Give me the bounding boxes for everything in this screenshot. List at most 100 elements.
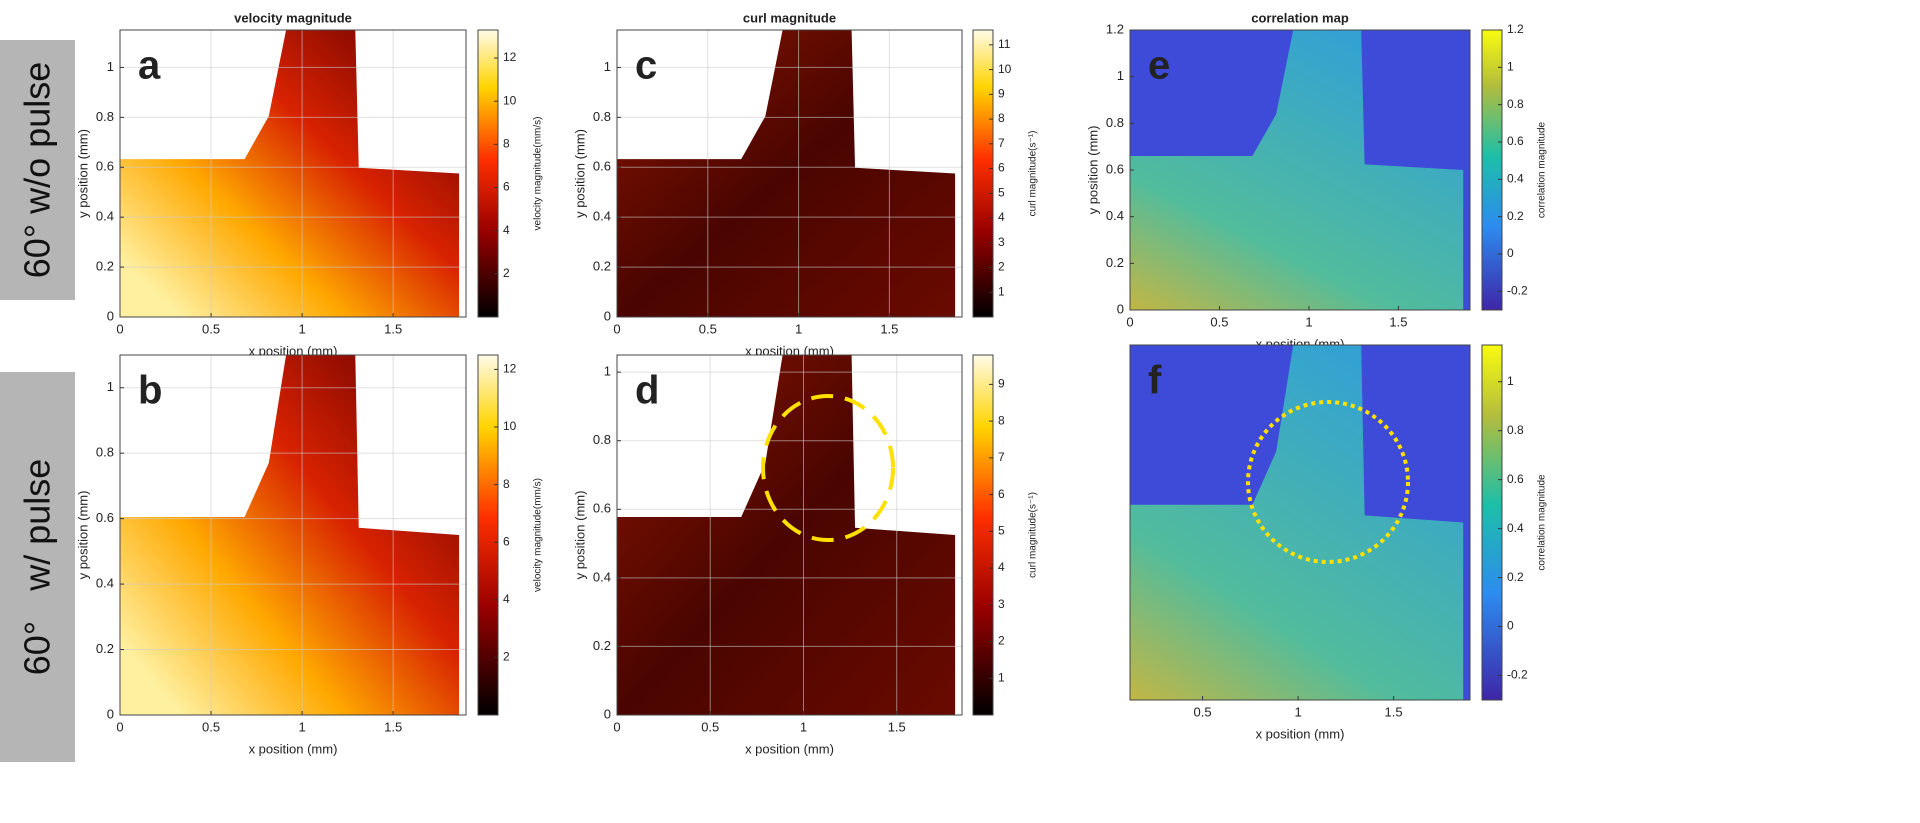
x-tick-label: 1 xyxy=(800,719,807,734)
y-tick-label: 0.6 xyxy=(96,159,114,174)
chart-title: velocity magnitude xyxy=(234,10,352,25)
colorbar-tick-label: 5 xyxy=(998,185,1005,199)
colorbar xyxy=(1481,344,1503,701)
colorbar-label: velocity magnitude(mm/s) xyxy=(533,478,544,592)
colorbar-tick-label: 6 xyxy=(998,487,1005,501)
colorbar xyxy=(477,354,499,716)
colorbar-tick-label: 10 xyxy=(503,93,517,107)
x-tick-label: 1.5 xyxy=(880,321,898,336)
panel-label: b xyxy=(138,369,162,413)
colorbar-tick-label: 2 xyxy=(998,260,1005,274)
y-axis-label: y position (mm) xyxy=(75,491,90,580)
y-tick-label: 0.6 xyxy=(593,159,611,174)
y-tick-label: 0.4 xyxy=(593,209,611,224)
y-tick-label: 1 xyxy=(604,59,611,74)
y-tick-label: 0.4 xyxy=(1106,208,1124,223)
y-tick-label: 1 xyxy=(107,59,114,74)
colorbar-tick-label: 0 xyxy=(1507,619,1514,633)
y-tick-label: 0.8 xyxy=(1106,115,1124,130)
field-region xyxy=(617,30,956,317)
colorbar-tick-label: 1.2 xyxy=(1507,22,1524,36)
chart-title: correlation map xyxy=(1251,10,1349,25)
colorbar-label: velocity magnitude(mm/s) xyxy=(533,117,544,231)
colorbar-tick-label: 6 xyxy=(503,534,510,548)
plot-frame xyxy=(119,354,467,716)
colorbar-label: correlation magnitude xyxy=(1537,121,1548,218)
plot-frame xyxy=(1129,29,1471,311)
highlight-circle xyxy=(761,394,895,542)
x-tick-label: 0.5 xyxy=(699,321,717,336)
y-tick-label: 0.2 xyxy=(96,641,114,656)
colorbar xyxy=(477,29,499,318)
field-region xyxy=(1130,345,1464,700)
colorbar xyxy=(972,354,994,716)
colorbar-tick-label: 4 xyxy=(503,223,510,237)
colorbar-tick-label: 1 xyxy=(998,670,1005,684)
row-label-group: 60° w/o pulse 60° w/ pulse xyxy=(0,40,75,762)
colorbar-tick-label: 7 xyxy=(998,136,1005,150)
panel-label: c xyxy=(635,44,657,88)
colorbar-tick-label: 2 xyxy=(503,266,510,280)
colorbar-tick-label: 9 xyxy=(998,377,1005,391)
x-tick-label: 1 xyxy=(298,321,305,336)
colorbar-tick-label: 7 xyxy=(998,450,1005,464)
highlight-circle xyxy=(1246,400,1410,564)
x-axis-label: x position (mm) xyxy=(745,741,834,756)
y-tick-label: 0.4 xyxy=(96,576,114,591)
y-axis-label: y position (mm) xyxy=(75,129,90,218)
y-tick-label: 1 xyxy=(107,379,114,394)
panel-label: f xyxy=(1148,359,1162,403)
colorbar-tick-label: 1 xyxy=(1507,60,1514,74)
colorbar-tick-label: 0.8 xyxy=(1507,423,1524,437)
field-region xyxy=(1130,30,1464,310)
x-tick-label: 0.5 xyxy=(202,719,220,734)
x-axis-label: x position (mm) xyxy=(1256,726,1345,741)
x-tick-label: 1 xyxy=(795,321,802,336)
x-tick-label: 0 xyxy=(116,321,123,336)
x-tick-label: 0.5 xyxy=(1210,314,1228,329)
x-tick-label: 0 xyxy=(1126,314,1133,329)
field-region xyxy=(120,355,460,715)
colorbar-tick-label: 3 xyxy=(998,597,1005,611)
y-tick-label: 0 xyxy=(604,308,611,323)
plot-frame xyxy=(616,29,963,318)
panel-label: e xyxy=(1148,44,1170,88)
colorbar-tick-label: 8 xyxy=(998,413,1005,427)
y-tick-label: 0 xyxy=(107,706,114,721)
colorbar-label: curl magnitude(s⁻¹) xyxy=(1028,131,1039,217)
y-tick-label: 1 xyxy=(1117,68,1124,83)
y-tick-label: 0.6 xyxy=(96,510,114,525)
colorbar xyxy=(1481,29,1503,311)
x-axis-label: x position (mm) xyxy=(249,741,338,756)
colorbar-tick-label: 12 xyxy=(503,362,517,376)
plot-frame xyxy=(119,29,467,318)
x-tick-label: 1 xyxy=(298,719,305,734)
colorbar-tick-label: 3 xyxy=(998,235,1005,249)
plot-frame xyxy=(1129,344,1471,701)
y-tick-label: 0 xyxy=(604,706,611,721)
colorbar-tick-label: 0 xyxy=(1507,246,1514,260)
x-tick-label: 0 xyxy=(116,719,123,734)
colorbar-tick-label: 4 xyxy=(998,560,1005,574)
x-tick-label: 1.5 xyxy=(384,719,402,734)
row-label-box xyxy=(0,372,75,762)
colorbar-tick-label: 8 xyxy=(998,111,1005,125)
chart-title: curl magnitude xyxy=(743,10,836,25)
panel-label: a xyxy=(138,44,161,88)
y-axis-label: y position (mm) xyxy=(572,491,587,580)
colorbar-tick-label: 0.4 xyxy=(1507,521,1524,535)
colorbar-tick-label: 0.8 xyxy=(1507,97,1524,111)
y-tick-label: 0.2 xyxy=(593,638,611,653)
x-tick-label: 0.5 xyxy=(1194,704,1212,719)
plot-frame xyxy=(616,354,963,716)
colorbar-tick-label: 0.4 xyxy=(1507,172,1524,186)
y-tick-label: 0 xyxy=(1117,301,1124,316)
y-tick-label: 0.6 xyxy=(1106,161,1124,176)
y-tick-label: 0.2 xyxy=(1106,255,1124,270)
colorbar-tick-label: 1 xyxy=(1507,374,1514,388)
y-tick-label: 0.4 xyxy=(96,209,114,224)
x-tick-label: 1.5 xyxy=(888,719,906,734)
colorbar xyxy=(972,29,994,318)
